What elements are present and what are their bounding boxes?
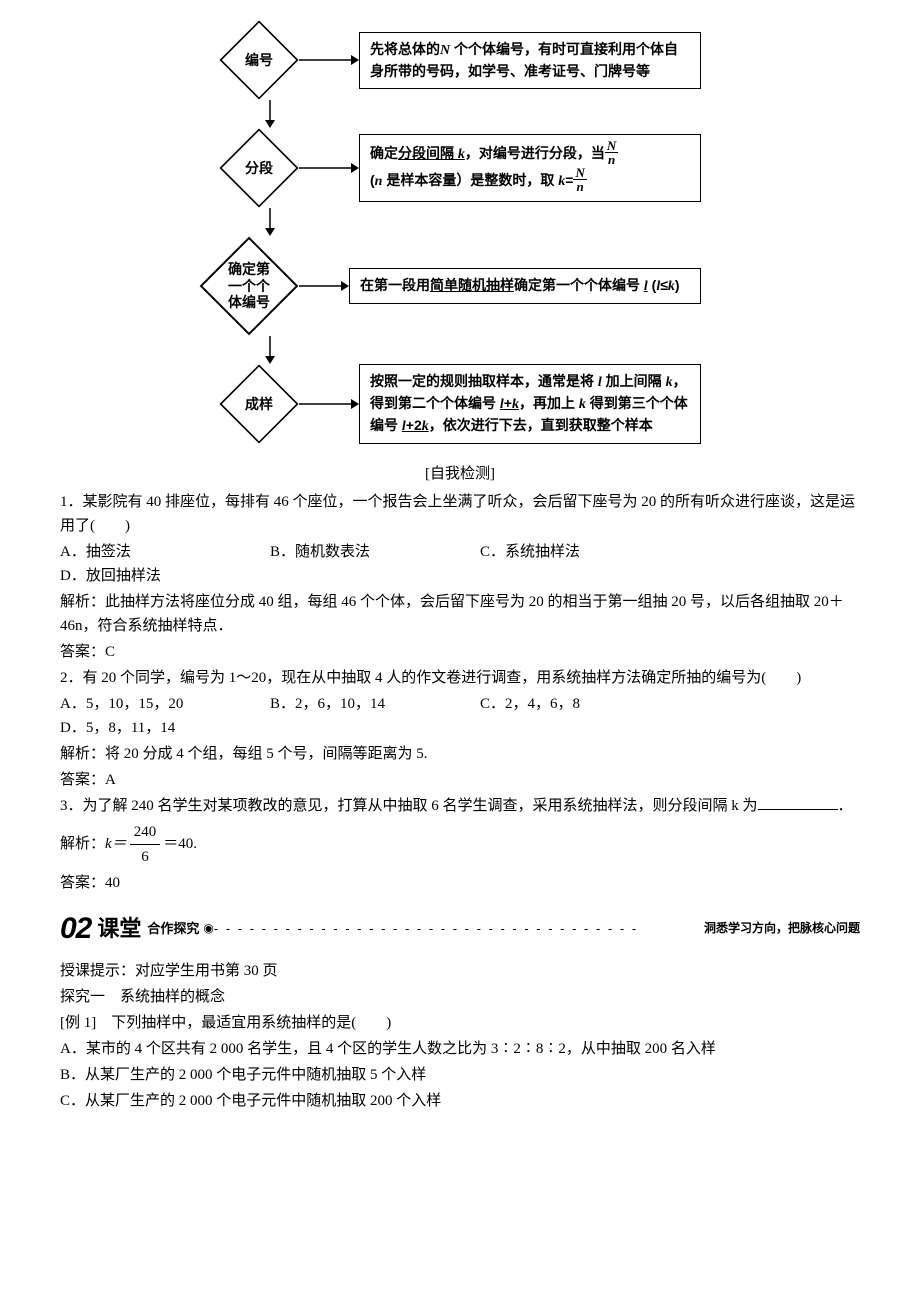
arrow-down-3: [260, 336, 280, 364]
q1-options: A．抽签法 B．随机数表法 C．系统抽样法 D．放回抽样法: [60, 540, 860, 588]
explore-title: 探究一 系统抽样的概念: [60, 985, 860, 1009]
flow-row-3: 确定第 一个个 体编号 在第一段用简单随机抽样确定第一个个体编号 l (l≤k): [160, 236, 760, 336]
ex1-opt-a: A．某市的 4 个区共有 2 000 名学生，且 4 个区的学生人数之比为 3∶…: [60, 1037, 860, 1061]
banner-target-icon: ◉: [203, 919, 213, 938]
arrow-down-1: [260, 100, 280, 128]
diamond-node-4: 成样: [219, 364, 299, 444]
banner-number: 02: [60, 905, 91, 953]
q3-analysis-post: ＝40.: [163, 836, 197, 852]
q3-k: k＝: [105, 836, 127, 852]
arrow-right-3: [299, 276, 349, 296]
q3-stem-pre: 3．为了解 240 名学生对某项教改的意见，打算从中抽取 6 名学生调查，采用系…: [60, 798, 758, 814]
flow-row-2: 分段 确定分段间隔 k，对编号进行分段，当Nn(n 是样本容量）是整数时，取 k…: [160, 128, 760, 208]
q2-analysis: 解析：将 20 分成 4 个组，每组 5 个号，间隔等距离为 5.: [60, 742, 860, 766]
node-label: 分段: [245, 160, 273, 177]
q2-stem: 2．有 20 个同学，编号为 1～20，现在从中抽取 4 人的作文卷进行调查，用…: [60, 666, 860, 690]
arrow-down-2: [260, 208, 280, 236]
q1-opt-d: D．放回抽样法: [60, 564, 270, 588]
q2-opt-d: D．5，8，11，14: [60, 716, 270, 740]
frac-den: 6: [130, 845, 161, 869]
flow-box-2: 确定分段间隔 k，对编号进行分段，当Nn(n 是样本容量）是整数时，取 k=Nn: [359, 134, 701, 202]
node-label: 确定第 一个个 体编号: [228, 261, 270, 311]
diamond-node-2: 分段: [219, 128, 299, 208]
arrow-right-2: [299, 158, 359, 178]
q2-opt-b: B．2，6，10，14: [270, 692, 480, 716]
flow-box-1: 先将总体的N 个个体编号，有时可直接利用个体自身所带的号码，如学号、准考证号、门…: [359, 32, 701, 89]
section-banner: 02 课堂 合作探究 ◉ - - - - - - - - - - - - - -…: [60, 905, 860, 953]
q2-opt-a: A．5，10，15，20: [60, 692, 270, 716]
q1-opt-a: A．抽签法: [60, 540, 270, 564]
q1-stem: 1．某影院有 40 排座位，每排有 46 个座位，一个报告会上坐满了听众，会后留…: [60, 490, 860, 538]
q3-stem: 3．为了解 240 名学生对某项教改的意见，打算从中抽取 6 名学生调查，采用系…: [60, 794, 860, 818]
ex1-opt-c: C．从某厂生产的 2 000 个电子元件中随机抽取 200 个入样: [60, 1089, 860, 1113]
flow-box-4: 按照一定的规则抽取样本，通常是将 l 加上间隔 k，得到第二个个体编号 l+k，…: [359, 364, 701, 444]
ex1-opt-b: B．从某厂生产的 2 000 个电子元件中随机抽取 5 个入样: [60, 1063, 860, 1087]
q3-analysis-label: 解析：: [60, 836, 105, 852]
arrow-right-1: [299, 50, 359, 70]
node-label: 编号: [245, 52, 273, 69]
node-label: 成样: [245, 396, 273, 413]
selftest-title: [自我检测]: [60, 462, 860, 486]
q3-fraction: 2406: [130, 820, 161, 869]
q1-opt-b: B．随机数表法: [270, 540, 480, 564]
flow-row-1: 编号 先将总体的N 个个体编号，有时可直接利用个体自身所带的号码，如学号、准考证…: [160, 20, 760, 100]
flow-row-4: 成样 按照一定的规则抽取样本，通常是将 l 加上间隔 k，得到第二个个体编号 l…: [160, 364, 760, 444]
diamond-node-3: 确定第 一个个 体编号: [199, 236, 299, 336]
banner-dots: - - - - - - - - - - - - - - - - - - - - …: [214, 919, 698, 940]
banner-sub: 合作探究: [147, 919, 199, 940]
banner-tail: 洞悉学习方向，把脉核心问题: [704, 919, 860, 938]
flow-box-3: 在第一段用简单随机抽样确定第一个个体编号 l (l≤k): [349, 268, 701, 304]
q2-opt-c: C．2，4，6，8: [480, 692, 690, 716]
q3-analysis: 解析：k＝2406＝40.: [60, 820, 860, 869]
blank-underline: [758, 794, 838, 810]
q1-opt-c: C．系统抽样法: [480, 540, 690, 564]
flowchart: 编号 先将总体的N 个个体编号，有时可直接利用个体自身所带的号码，如学号、准考证…: [160, 20, 760, 444]
ex1-stem: [例 1] 下列抽样中，最适宜用系统抽样的是( ): [60, 1011, 860, 1035]
q1-answer: 答案：C: [60, 640, 860, 664]
frac-num: 240: [130, 820, 161, 845]
q2-answer: 答案：A: [60, 768, 860, 792]
q2-options: A．5，10，15，20 B．2，6，10，14 C．2，4，6，8 D．5，8…: [60, 692, 860, 740]
diamond-node-1: 编号: [219, 20, 299, 100]
q1-analysis: 解析：此抽样方法将座位分成 40 组，每组 46 个个体，会后留下座号为 20 …: [60, 590, 860, 638]
q3-stem-post: ．: [838, 798, 853, 814]
q3-answer: 答案：40: [60, 871, 860, 895]
banner-title: 课堂: [97, 911, 141, 946]
teaching-hint: 授课提示：对应学生用书第 30 页: [60, 959, 860, 983]
arrow-right-4: [299, 394, 359, 414]
